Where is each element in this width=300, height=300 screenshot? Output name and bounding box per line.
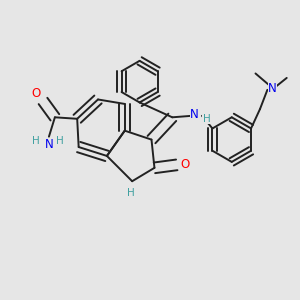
Text: N: N	[268, 82, 277, 95]
Text: O: O	[180, 158, 190, 171]
Text: H: H	[32, 136, 39, 146]
Text: N: N	[45, 138, 53, 152]
Text: N: N	[190, 108, 199, 121]
Text: H: H	[56, 136, 64, 146]
Text: H: H	[127, 188, 135, 197]
Text: O: O	[32, 87, 41, 100]
Text: H: H	[202, 114, 210, 124]
